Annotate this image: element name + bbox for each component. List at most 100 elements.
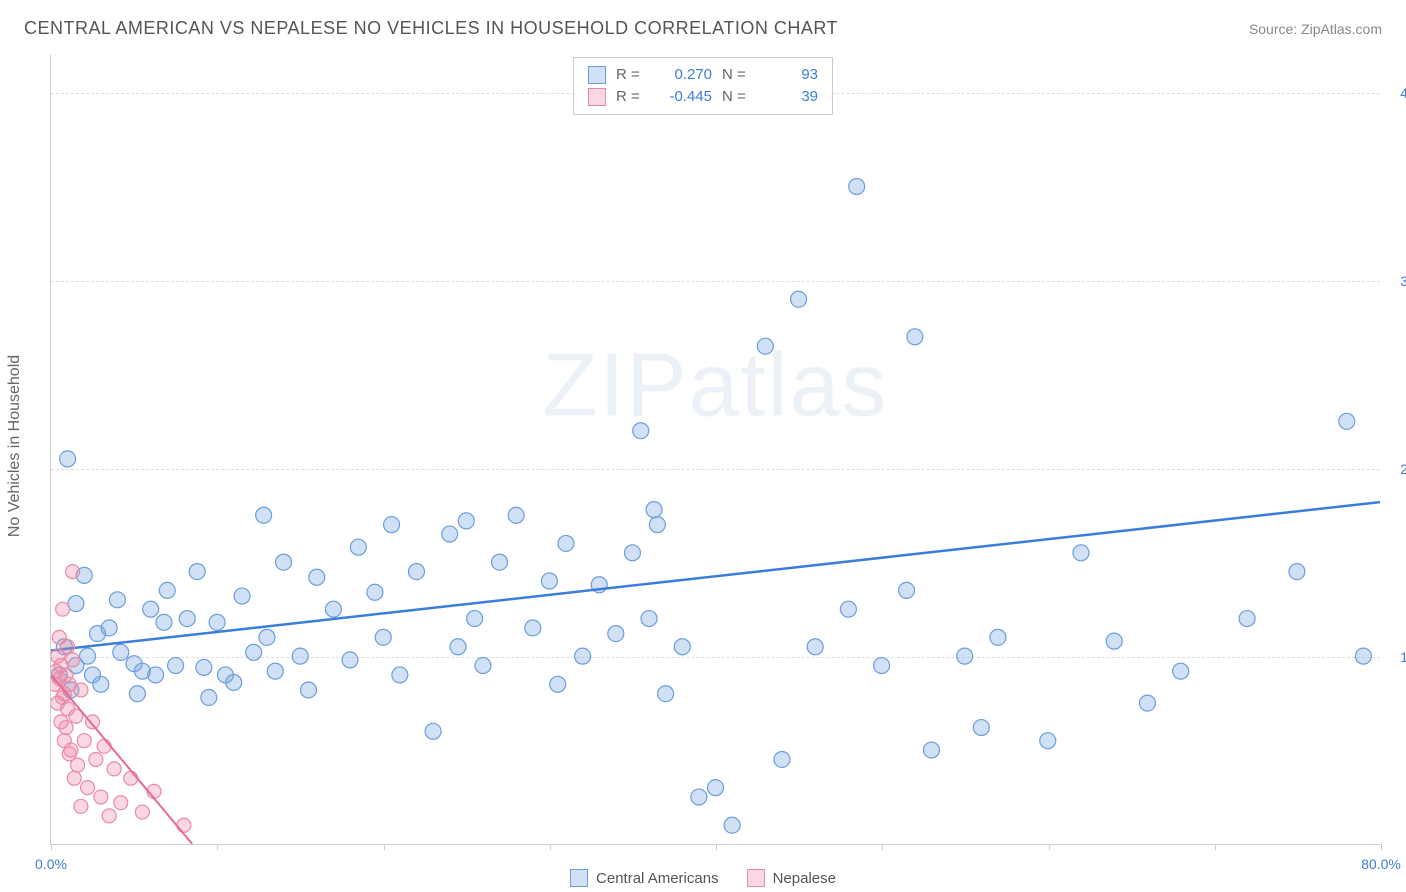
x-tick bbox=[217, 844, 218, 850]
data-point bbox=[608, 626, 624, 642]
legend-n-value: 39 bbox=[760, 86, 818, 108]
data-point bbox=[1139, 695, 1155, 711]
data-point bbox=[957, 648, 973, 664]
data-point bbox=[101, 620, 117, 636]
data-point bbox=[350, 539, 366, 555]
legend-r-value: -0.445 bbox=[654, 86, 712, 108]
data-point bbox=[899, 582, 915, 598]
data-point bbox=[300, 682, 316, 698]
data-point bbox=[77, 734, 91, 748]
data-point bbox=[1339, 413, 1355, 429]
data-point bbox=[177, 818, 191, 832]
data-point bbox=[124, 771, 138, 785]
chart-source: Source: ZipAtlas.com bbox=[1249, 21, 1382, 37]
data-point bbox=[840, 601, 856, 617]
x-tick bbox=[1049, 844, 1050, 850]
legend-swatch bbox=[588, 88, 606, 106]
data-point bbox=[61, 640, 75, 654]
data-point bbox=[259, 629, 275, 645]
x-tick bbox=[882, 844, 883, 850]
trend-line bbox=[51, 502, 1380, 650]
data-point bbox=[93, 676, 109, 692]
data-point bbox=[633, 423, 649, 439]
data-point bbox=[71, 758, 85, 772]
data-point bbox=[325, 601, 341, 617]
data-point bbox=[550, 676, 566, 692]
data-point bbox=[1239, 611, 1255, 627]
data-point bbox=[392, 667, 408, 683]
data-point bbox=[575, 648, 591, 664]
x-tick bbox=[550, 844, 551, 850]
legend-r-label: R = bbox=[616, 86, 644, 108]
legend-correlation: R = 0.270 N = 93 R = -0.445 N = 39 bbox=[573, 57, 833, 115]
x-tick-label: 0.0% bbox=[35, 856, 67, 872]
x-tick bbox=[1381, 844, 1382, 850]
data-point bbox=[342, 652, 358, 668]
data-point bbox=[807, 639, 823, 655]
data-point bbox=[458, 513, 474, 529]
data-point bbox=[168, 658, 184, 674]
data-point bbox=[196, 659, 212, 675]
data-point bbox=[246, 644, 262, 660]
legend-label: Central Americans bbox=[596, 870, 719, 887]
data-point bbox=[74, 683, 88, 697]
legend-n-value: 93 bbox=[760, 64, 818, 86]
data-point bbox=[641, 611, 657, 627]
data-point bbox=[774, 751, 790, 767]
data-point bbox=[201, 689, 217, 705]
data-point bbox=[907, 329, 923, 345]
data-point bbox=[646, 502, 662, 518]
data-point bbox=[624, 545, 640, 561]
legend-swatch bbox=[570, 869, 588, 887]
scatter-svg bbox=[51, 55, 1380, 844]
legend-row: R = -0.445 N = 39 bbox=[588, 86, 818, 108]
data-point bbox=[74, 799, 88, 813]
data-point bbox=[757, 338, 773, 354]
data-point bbox=[1073, 545, 1089, 561]
data-point bbox=[94, 790, 108, 804]
x-tick bbox=[51, 844, 52, 850]
data-point bbox=[874, 658, 890, 674]
data-point bbox=[80, 648, 96, 664]
chart-header: CENTRAL AMERICAN VS NEPALESE NO VEHICLES… bbox=[0, 0, 1406, 49]
data-point bbox=[525, 620, 541, 636]
data-point bbox=[60, 451, 76, 467]
legend-n-label: N = bbox=[722, 64, 750, 86]
data-point bbox=[649, 517, 665, 533]
data-point bbox=[102, 809, 116, 823]
data-point bbox=[256, 507, 272, 523]
data-point bbox=[691, 789, 707, 805]
data-point bbox=[276, 554, 292, 570]
data-point bbox=[849, 179, 865, 195]
data-point bbox=[135, 805, 149, 819]
data-point bbox=[109, 592, 125, 608]
data-point bbox=[375, 629, 391, 645]
data-point bbox=[367, 584, 383, 600]
data-point bbox=[1106, 633, 1122, 649]
data-point bbox=[143, 601, 159, 617]
data-point bbox=[475, 658, 491, 674]
legend-label: Nepalese bbox=[773, 870, 836, 887]
data-point bbox=[66, 653, 80, 667]
data-point bbox=[226, 674, 242, 690]
data-point bbox=[66, 565, 80, 579]
legend-series: Central Americans Nepalese bbox=[570, 869, 836, 887]
chart-title: CENTRAL AMERICAN VS NEPALESE NO VEHICLES… bbox=[24, 18, 838, 39]
data-point bbox=[309, 569, 325, 585]
data-point bbox=[724, 817, 740, 833]
data-point bbox=[1289, 564, 1305, 580]
data-point bbox=[64, 743, 78, 757]
legend-swatch bbox=[747, 869, 765, 887]
legend-r-label: R = bbox=[616, 64, 644, 86]
y-axis-label: No Vehicles in Household bbox=[6, 355, 24, 537]
legend-row: R = 0.270 N = 93 bbox=[588, 64, 818, 86]
data-point bbox=[114, 796, 128, 810]
data-point bbox=[558, 535, 574, 551]
data-point bbox=[59, 721, 73, 735]
data-point bbox=[658, 686, 674, 702]
y-tick-label: 40.0% bbox=[1400, 85, 1406, 101]
x-tick bbox=[716, 844, 717, 850]
data-point bbox=[1040, 733, 1056, 749]
data-point bbox=[209, 614, 225, 630]
data-point bbox=[148, 667, 164, 683]
